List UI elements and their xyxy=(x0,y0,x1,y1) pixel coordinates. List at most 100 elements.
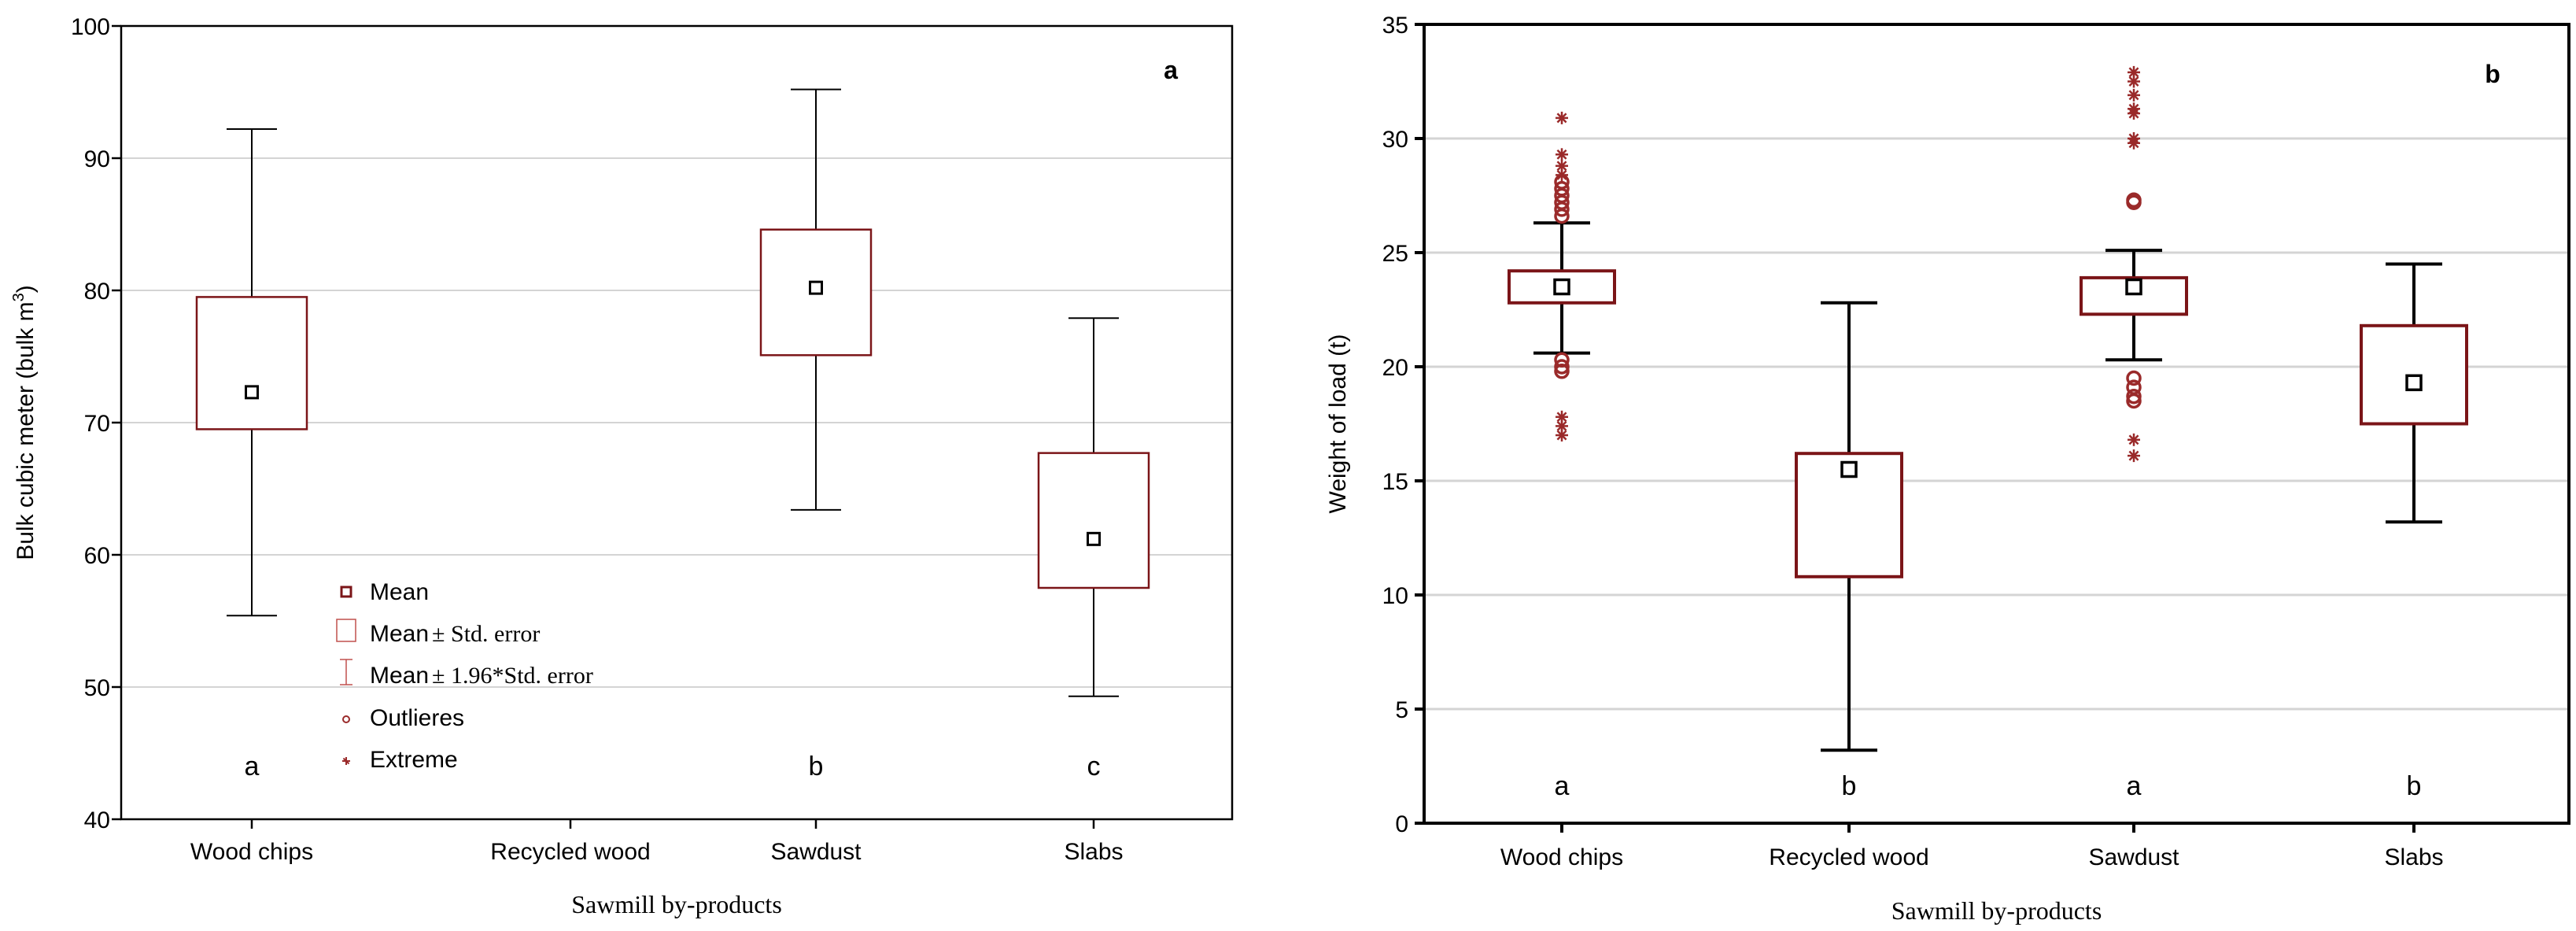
extreme-point xyxy=(2128,136,2140,150)
extreme-stroke xyxy=(1556,412,1567,423)
box-recycled-wood: b xyxy=(1795,301,1903,801)
x-axis-title: Sawmill by-products xyxy=(571,890,782,918)
y-tick-label: 20 xyxy=(1382,355,1408,381)
mean-marker xyxy=(1553,278,1570,296)
extreme-point xyxy=(2128,75,2140,88)
chart-panel-b: 0 5 10 15 20 25 30 35 Wood chips Recycled wood Saw… xyxy=(1325,13,2570,925)
y-axis-title-superscript: 3 xyxy=(10,293,28,301)
y-tick-label: 90 xyxy=(84,146,110,172)
legend-label-tail: ± Std. error xyxy=(432,621,540,647)
extreme-stroke xyxy=(1556,161,1567,172)
box-wood-chips: a xyxy=(1508,111,1616,801)
extreme-point xyxy=(2128,433,2140,446)
y-axis-title-main: Weight of load (t) xyxy=(1325,334,1351,514)
legend-label-main: Mean xyxy=(370,663,429,689)
extreme-stroke xyxy=(2128,108,2139,119)
box-sawdust: b xyxy=(759,88,873,781)
y-tick-label: 30 xyxy=(1382,127,1408,153)
group-letter: a xyxy=(1555,771,1570,801)
y-tick-label: 100 xyxy=(71,14,110,40)
extreme-point xyxy=(1556,111,1568,124)
legend-extreme-icon xyxy=(342,757,350,765)
box-slabs: b xyxy=(2360,262,2468,801)
group-letter: c xyxy=(1087,752,1101,781)
mean-marker xyxy=(245,385,259,400)
extreme-point xyxy=(1556,429,1568,441)
group-letter: a xyxy=(2127,771,2142,801)
extreme-stroke xyxy=(2128,67,2139,78)
group-letter: b xyxy=(1842,771,1857,801)
x-tick-label: Slabs xyxy=(2384,844,2443,870)
x-tick-label: Recycled wood xyxy=(1769,844,1928,870)
extreme-stroke xyxy=(2128,138,2139,149)
x-tick-label: Sawdust xyxy=(770,839,862,865)
extreme-stroke xyxy=(1556,430,1567,441)
extreme-point xyxy=(2128,88,2140,102)
legend-label: Outlieres xyxy=(370,705,464,731)
std-error-box xyxy=(1037,452,1150,589)
extreme-stroke xyxy=(2128,76,2139,87)
box-wood-chips: a xyxy=(195,128,308,781)
extreme-point xyxy=(1556,148,1568,161)
std-error-box xyxy=(195,296,308,430)
outlier-point xyxy=(1554,181,1570,197)
x-tick-label: Slabs xyxy=(1064,839,1123,865)
legend-label: Extreme xyxy=(370,747,458,773)
y-tick-label: 60 xyxy=(84,543,110,569)
y-tick-label: 50 xyxy=(84,675,110,701)
y-axis-title: Bulk cubic meter (bulk m3) xyxy=(10,285,39,560)
legend-label: Mean ± Std. error xyxy=(370,621,540,647)
extreme-stroke xyxy=(2128,434,2139,445)
legend-label: Mean xyxy=(370,579,429,605)
mean-marker xyxy=(2125,278,2142,296)
x-tick-label: Wood chips xyxy=(1500,844,1623,870)
y-tick-label: 35 xyxy=(1382,13,1408,39)
extreme-point xyxy=(1556,168,1568,182)
extreme-point xyxy=(2128,449,2140,463)
outlier-point xyxy=(2126,370,2142,386)
y-tick-label: 15 xyxy=(1382,469,1408,495)
legend-box-icon xyxy=(336,619,356,642)
y-axis-title-main: Bulk cubic meter (bulk m xyxy=(13,301,39,560)
chart-panel-a: 40 50 60 70 80 90 100 Wood chips Recycled wood Sa… xyxy=(10,14,1234,918)
outlier-point xyxy=(2126,393,2142,409)
legend-mean-icon xyxy=(340,586,352,598)
group-letter: a xyxy=(245,752,260,781)
extreme-stroke xyxy=(1556,149,1567,160)
legend-label: Mean ± 1.96*Std. error xyxy=(370,663,593,689)
group-letter: b xyxy=(809,752,824,781)
y-tick-label: 25 xyxy=(1382,241,1408,267)
legend-label-main: Extreme xyxy=(370,747,458,773)
y-tick-label: 70 xyxy=(84,411,110,437)
extreme-point xyxy=(2128,107,2140,120)
y-tick-label: 0 xyxy=(1395,811,1408,837)
y-tick-label: 5 xyxy=(1395,697,1408,723)
mean-marker xyxy=(1840,460,1858,478)
extreme-stroke xyxy=(342,757,350,765)
extreme-stroke xyxy=(1556,420,1567,431)
x-tick-label: Wood chips xyxy=(190,839,313,865)
x-axis-title: Sawmill by-products xyxy=(1891,896,2102,925)
x-tick-label: Recycled wood xyxy=(490,839,650,865)
y-axis-title-close: ) xyxy=(13,285,39,293)
outlier-point xyxy=(1554,359,1570,375)
extreme-stroke xyxy=(1556,113,1567,124)
outlier-point xyxy=(1554,364,1570,379)
extreme-point xyxy=(1556,410,1568,423)
legend-label-main: Mean xyxy=(370,621,429,647)
legend-label-tail: ± 1.96*Std. error xyxy=(432,663,593,689)
mean-marker xyxy=(2405,374,2423,392)
legend-outlier-icon xyxy=(342,715,350,723)
x-tick-label: Sawdust xyxy=(2088,844,2179,870)
box-sawdust: a xyxy=(2080,65,2188,801)
y-axis-title: Weight of load (t) xyxy=(1325,334,1351,514)
y-tick-label: 40 xyxy=(84,807,110,833)
outlier-point xyxy=(2126,192,2142,209)
extreme-stroke xyxy=(2128,90,2139,101)
mean-marker xyxy=(1087,531,1101,546)
plot-frame xyxy=(1423,23,2570,825)
box-slabs: c xyxy=(1037,317,1150,781)
std-error-box xyxy=(2080,275,2188,316)
